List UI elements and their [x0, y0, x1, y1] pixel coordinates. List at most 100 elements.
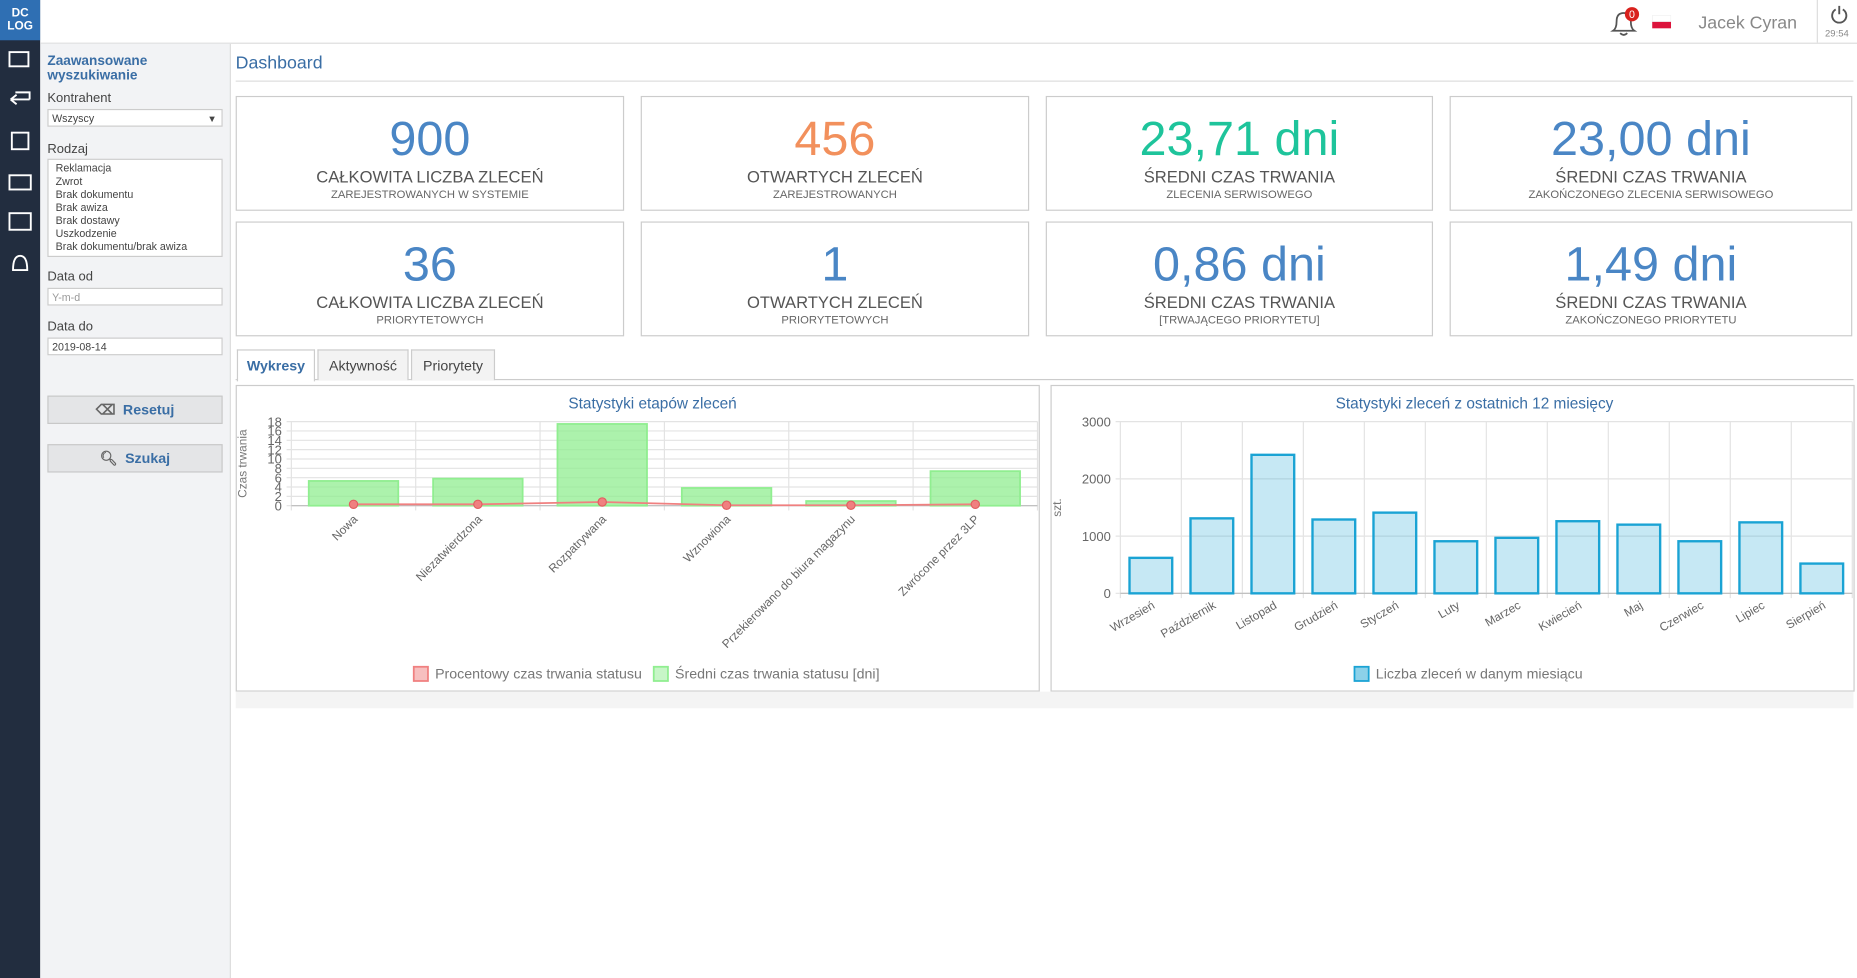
option[interactable]: Zwrot	[55, 175, 83, 188]
page-title: Dashboard	[235, 53, 323, 74]
stat-value: 1,49 dni	[1564, 236, 1738, 292]
option[interactable]: Uszkodzenie	[55, 227, 117, 240]
tab[interactable]: Aktywność	[317, 349, 409, 381]
bar	[1738, 521, 1784, 595]
language-flag[interactable]	[1652, 15, 1672, 29]
power-icon	[1831, 5, 1848, 24]
option[interactable]: Brak awiza	[55, 201, 108, 214]
x-tick-label: Lipiec	[1733, 598, 1767, 626]
nav-icon[interactable]	[8, 51, 30, 68]
notification-count: 0	[1629, 9, 1635, 21]
option[interactable]: Brak dostawy	[55, 214, 120, 227]
x-tick-label: Grudzień	[1292, 598, 1341, 634]
chart: Statystyki etapów zleceń Czas trwania 0246…	[235, 396, 1039, 683]
legend-label: Procentowy czas trwania statusu	[435, 667, 642, 683]
bar	[556, 423, 648, 507]
x-tick-label: Zwrócone przez 3LP	[896, 512, 983, 599]
nav-icon[interactable]	[8, 174, 32, 191]
legend-label: Średni czas trwania statusu [dni]	[675, 665, 879, 683]
legend-item: Liczba zleceń w danym miesiącu	[1353, 665, 1583, 683]
nav-bar: DC LOG	[0, 0, 41, 978]
stat-sub: PRIORYTETOWYCH	[781, 313, 889, 327]
legend: Liczba zleceń w danym miesiącu	[1353, 665, 1583, 683]
stat-sub: ZAKOŃCZONEGO PRIORYTETU	[1565, 313, 1737, 327]
y-axis-label: szt.	[1052, 498, 1064, 516]
date-input[interactable]: Y-m-d	[47, 287, 223, 306]
nav-icon[interactable]	[12, 254, 29, 271]
stat-card: 36 CAŁKOWITA LICZBA ZLECEŃ PRIORYTETOWYCH	[235, 221, 625, 337]
x-tick-label: Styczeń	[1358, 598, 1401, 631]
legend-item: Procentowy czas trwania statusu	[412, 665, 642, 683]
y-tick-label: 12	[267, 442, 281, 457]
nav-icon[interactable]	[10, 91, 31, 105]
point	[721, 500, 732, 510]
line	[353, 501, 976, 507]
stat-label: OTWARTYCH ZLECEŃ	[746, 292, 923, 312]
stat-label: ŚREDNI CZAS TRWANIA	[1555, 166, 1747, 186]
nav-icons	[8, 51, 32, 271]
legend: Procentowy czas trwania statusu Średni cz…	[412, 665, 880, 683]
x-tick-label: Rozpatrywana	[546, 512, 610, 576]
bar	[1616, 523, 1662, 595]
select[interactable]: Wszyscy ▼	[47, 108, 223, 127]
stat-card: 1 OTWARTYCH ZLECEŃ PRIORYTETOWYCH	[640, 221, 1030, 337]
bar	[1677, 540, 1723, 595]
nav-icon[interactable]	[10, 131, 30, 151]
y-tick-label: 6	[275, 470, 282, 485]
point	[597, 497, 607, 507]
y-tick-label: 1000	[1082, 529, 1111, 544]
stat-value: 456	[794, 111, 876, 166]
y-tick-label: 16	[267, 424, 281, 439]
stat-label: ŚREDNI CZAS TRWANIA	[1143, 292, 1336, 312]
point	[473, 499, 483, 510]
label: Data do	[47, 319, 94, 334]
tab[interactable]: Priorytety	[410, 349, 496, 381]
date-input[interactable]: 2019-08-14	[47, 337, 223, 356]
stat-sub: PRIORYTETOWYCH	[376, 313, 484, 327]
label: Rodzaj	[47, 142, 88, 157]
tab[interactable]: Wykresy	[236, 349, 316, 382]
stat-sub: [TRWAJĄCEGO PRIORYTETU]	[1159, 313, 1320, 327]
x-tick-label: Wrzesień	[1108, 598, 1158, 635]
bell-icon[interactable]: 0	[1606, 5, 1642, 38]
y-tick-label: 14	[267, 433, 281, 448]
legend-swatch	[1353, 665, 1370, 682]
bar	[1799, 562, 1845, 595]
reset-button[interactable]: ⌫ Resetuj	[47, 395, 223, 424]
x-tick-label: Niezatwierdzona	[413, 512, 485, 584]
y-tick-label: 0	[1104, 586, 1111, 601]
x-tick-label: Czerwiec	[1657, 598, 1706, 634]
point	[846, 500, 856, 510]
stat-sub: ZLECENIA SERWISOWEGO	[1166, 188, 1313, 202]
stat-sub: ZAREJESTROWANYCH	[772, 188, 897, 202]
button-label: Szukaj	[125, 450, 171, 467]
divider	[235, 80, 1854, 82]
x-tick-label: Luty	[1436, 598, 1462, 621]
logout[interactable]: 29:54	[1816, 0, 1857, 43]
icon: 🔍︎	[99, 450, 118, 467]
y-tick-label: 2000	[1082, 472, 1111, 487]
stat-card: 1,49 dni ŚREDNI CZAS TRWANIA ZAKOŃCZONEGO …	[1449, 221, 1853, 337]
user-name[interactable]: Jacek Cyran	[1698, 13, 1798, 34]
nav-icon[interactable]	[8, 212, 32, 231]
stat-value: 23,00 dni	[1551, 111, 1751, 166]
stat-card: 456 OTWARTYCH ZLECEŃ ZAREJESTROWANYCH	[640, 95, 1030, 211]
footer-band	[235, 691, 1854, 709]
y-axis-label: Czas trwania	[237, 429, 249, 498]
y-tick-label: 18	[267, 414, 281, 429]
multi-select[interactable]: Reklamacja Zwrot Brak dokumentu Brak awiza B…	[47, 158, 223, 257]
option[interactable]: Brak dokumentu/brak awiza	[55, 240, 188, 253]
option[interactable]: Reklamacja	[55, 162, 112, 175]
stat-label: ŚREDNI CZAS TRWANIA	[1555, 292, 1747, 312]
legend-swatch	[412, 665, 429, 682]
logo[interactable]: DC LOG	[0, 0, 41, 41]
top-bar: 0 Jacek Cyran 29:54	[40, 0, 1857, 44]
stat-card: 23,00 dni ŚREDNI CZAS TRWANIA ZAKOŃCZONEGO…	[1449, 95, 1853, 211]
stat-label: OTWARTYCH ZLECEŃ	[746, 166, 923, 186]
search-button[interactable]: 🔍︎ Szukaj	[47, 444, 223, 473]
x-tick-label: Sierpień	[1783, 598, 1828, 632]
x-tick-label: Marzec	[1482, 598, 1523, 630]
option[interactable]: Brak dokumentu	[55, 188, 134, 201]
chart-title: Statystyki etapów zleceń	[568, 396, 736, 413]
stat-card: 900 CAŁKOWITA LICZBA ZLECEŃ ZAREJESTROWANY…	[235, 95, 625, 211]
